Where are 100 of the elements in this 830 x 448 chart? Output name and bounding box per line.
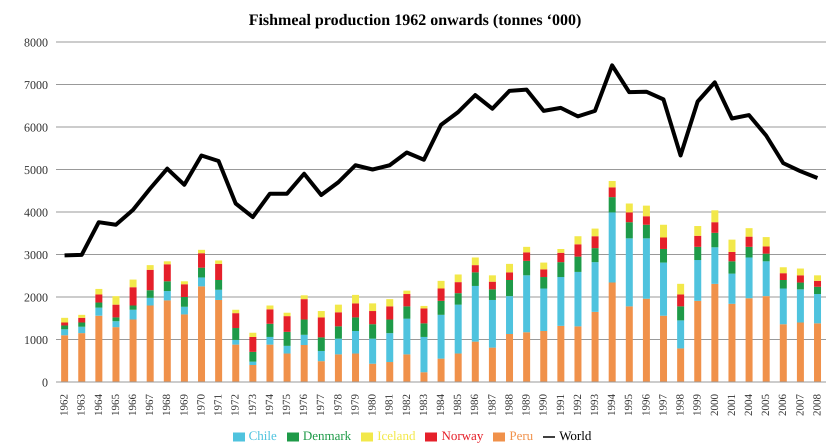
bar	[574, 326, 582, 382]
bar	[78, 314, 86, 318]
bar	[642, 216, 650, 225]
bar	[711, 210, 718, 222]
bar	[369, 324, 376, 339]
bar	[454, 304, 462, 354]
bar	[814, 280, 822, 287]
x-tick-label: 2008	[811, 394, 824, 416]
x-tick-label: 1988	[503, 394, 516, 416]
bar	[180, 297, 188, 307]
line-series	[62, 63, 820, 258]
bar	[626, 212, 633, 222]
bar	[249, 336, 256, 352]
bar	[300, 295, 308, 300]
legend-label: Iceland	[377, 428, 416, 443]
x-tick-label: 1987	[486, 394, 498, 416]
x-tick-label: 1976	[298, 394, 310, 416]
bar	[266, 344, 274, 382]
bar	[215, 280, 222, 290]
bar	[694, 246, 702, 260]
bar	[334, 304, 342, 312]
bar	[215, 260, 222, 264]
x-tick-label: 1981	[384, 394, 396, 416]
bar	[746, 236, 753, 247]
bar	[608, 212, 616, 283]
bar	[814, 275, 822, 281]
bar	[198, 277, 206, 286]
bar	[334, 354, 342, 382]
bar	[420, 308, 428, 324]
bar	[660, 316, 668, 382]
bar	[180, 306, 188, 314]
bar	[454, 293, 462, 305]
bar	[318, 311, 325, 318]
x-tick-label: 1995	[623, 394, 636, 416]
y-tick-label: 0	[42, 375, 48, 390]
bar	[711, 247, 718, 284]
bar	[95, 294, 102, 303]
bar	[472, 265, 479, 272]
bar	[78, 326, 86, 334]
x-tick-label: 1989	[520, 394, 533, 416]
y-tick-label: 3000	[24, 248, 48, 262]
bar	[386, 306, 394, 320]
bar	[488, 348, 496, 382]
bar	[746, 246, 753, 258]
bar	[215, 290, 222, 300]
bar	[608, 187, 616, 198]
bar	[95, 308, 102, 316]
bar	[438, 280, 445, 288]
bar	[626, 204, 633, 212]
bar	[642, 206, 650, 216]
x-tick-label: 1973	[246, 394, 259, 416]
x-tick-label: 2000	[708, 394, 721, 416]
chart-title: Fishmeal production 1962 onwards (tonnes ‘000)	[248, 11, 582, 31]
x-tick-label: 1982	[400, 394, 413, 416]
legend-label: Denmark	[302, 428, 352, 443]
bar	[506, 296, 514, 334]
bar	[540, 269, 548, 278]
bar	[334, 338, 342, 354]
x-tick-label: 1999	[692, 394, 704, 416]
bar	[746, 257, 753, 298]
bar	[61, 318, 68, 322]
bar	[574, 236, 582, 244]
bar	[249, 332, 256, 337]
bar	[506, 272, 514, 280]
bar	[557, 252, 564, 262]
bar	[694, 300, 702, 382]
x-tick-label: 2005	[760, 394, 772, 416]
bar	[677, 294, 684, 306]
bar	[369, 338, 376, 364]
bar	[523, 260, 530, 276]
x-tick-label: 1978	[332, 394, 344, 416]
x-tick-label: 1964	[92, 394, 105, 416]
bar	[352, 303, 360, 318]
bar	[164, 261, 171, 264]
bar	[746, 228, 753, 237]
bar	[318, 350, 325, 362]
bar	[249, 362, 256, 365]
bar	[592, 312, 599, 382]
bar	[488, 300, 496, 348]
bar	[592, 228, 599, 236]
y-tick-label: 7000	[24, 78, 48, 92]
bar	[711, 284, 718, 382]
bar	[352, 331, 360, 354]
bar	[130, 320, 137, 382]
bar	[574, 256, 582, 272]
bar	[557, 262, 564, 278]
bar	[642, 224, 650, 238]
bar	[540, 277, 548, 288]
bar	[318, 317, 325, 338]
bar	[796, 275, 804, 283]
bar	[454, 282, 462, 294]
bar	[438, 300, 445, 315]
bar	[472, 342, 479, 382]
bar	[61, 322, 68, 326]
bar	[300, 345, 308, 382]
bar	[266, 306, 274, 310]
bar	[523, 275, 530, 332]
bar	[95, 316, 102, 382]
bar	[506, 334, 514, 382]
bar	[677, 306, 684, 320]
